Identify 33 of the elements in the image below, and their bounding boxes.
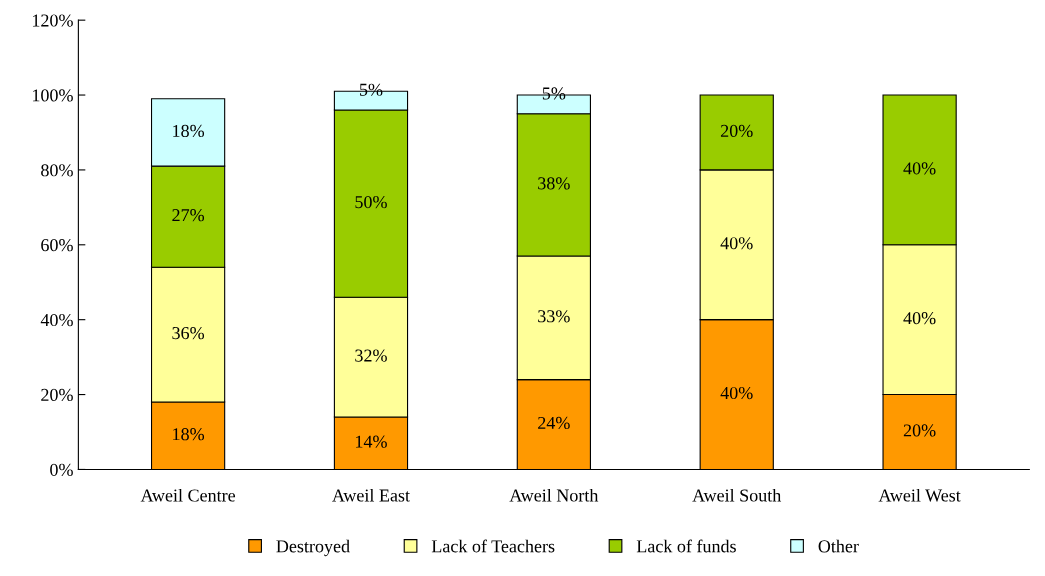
y-tick-label: 80% bbox=[41, 164, 73, 177]
x-tick-label: Aweil West bbox=[878, 488, 961, 502]
data-label: 50% bbox=[355, 195, 387, 209]
data-label: 33% bbox=[538, 310, 570, 323]
data-label: 14% bbox=[356, 435, 387, 448]
legend-label: Lack of funds bbox=[636, 539, 736, 553]
data-label: 24% bbox=[538, 416, 570, 430]
y-tick-label: 40% bbox=[40, 313, 73, 327]
data-label: 18% bbox=[173, 124, 205, 138]
y-tick-label: 60% bbox=[41, 239, 73, 252]
data-label: 40% bbox=[903, 162, 936, 175]
x-tick-label: Aweil Centre bbox=[140, 488, 236, 502]
data-label: 20% bbox=[720, 124, 753, 138]
legend-label: Destroyed bbox=[276, 539, 350, 557]
data-label: 32% bbox=[355, 349, 387, 362]
data-label: 40% bbox=[903, 312, 936, 325]
data-label: 40% bbox=[720, 237, 753, 250]
y-tick-label: 0% bbox=[50, 463, 73, 476]
data-label: 38% bbox=[538, 177, 570, 190]
y-tick-label: 120% bbox=[32, 14, 73, 27]
data-label: 36% bbox=[172, 326, 205, 340]
data-label: 27% bbox=[172, 209, 205, 222]
x-tick-label: Aweil South bbox=[692, 488, 782, 502]
legend-label: Other bbox=[818, 539, 859, 553]
data-label: 18% bbox=[173, 428, 205, 441]
y-tick-label: 100% bbox=[32, 89, 73, 102]
legend-label: Lack of Teachers bbox=[431, 539, 555, 553]
y-tick-label: 20% bbox=[41, 388, 73, 402]
data-label: 20% bbox=[903, 424, 936, 437]
data-label: 40% bbox=[720, 386, 753, 400]
x-tick-label: Aweil East bbox=[332, 488, 410, 502]
x-tick-label: Aweil North bbox=[509, 488, 599, 502]
data-label: 5% bbox=[542, 87, 566, 100]
